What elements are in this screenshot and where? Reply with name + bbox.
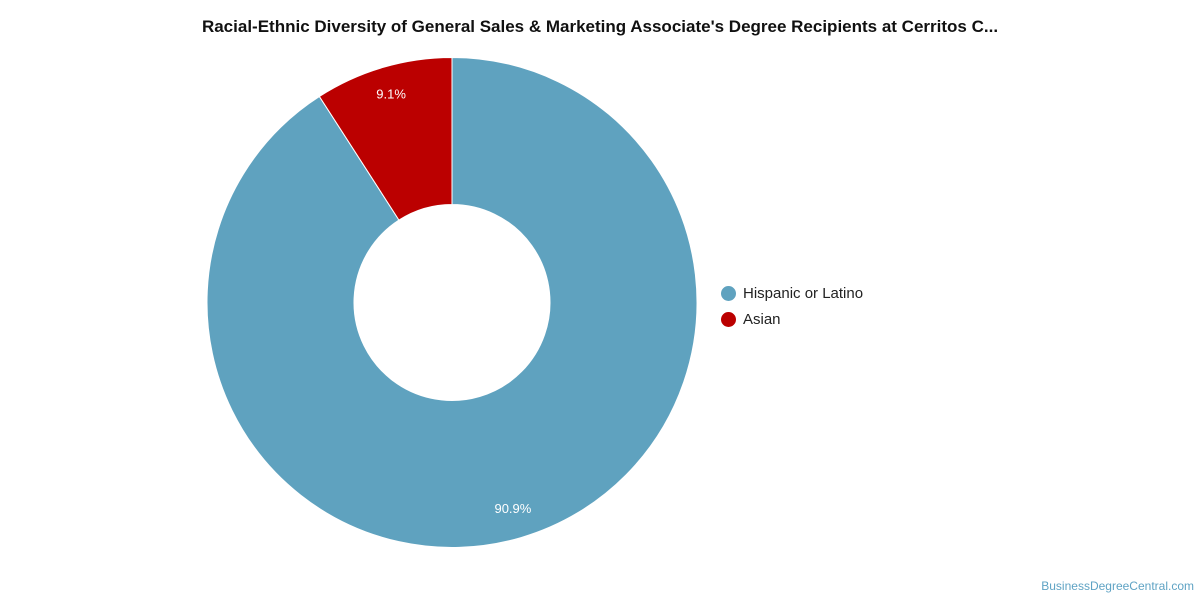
slice-labels: 90.9% 9.1%: [376, 87, 532, 516]
slice-label-hispanic-or-latino: 90.9%: [494, 501, 531, 516]
legend-item-asian[interactable]: Asian: [721, 306, 863, 332]
legend-swatch-hispanic-or-latino: [721, 285, 736, 301]
slice-asian[interactable]: [318, 56, 453, 221]
legend-label-asian: Asian: [743, 310, 781, 328]
donut-slices: [206, 56, 698, 548]
slice-label-asian: 9.1%: [376, 87, 406, 102]
slice-hispanic-or-latino[interactable]: [206, 56, 698, 548]
source-credit[interactable]: BusinessDegreeCentral.com: [1041, 579, 1194, 593]
chart-title: Racial-Ethnic Diversity of General Sales…: [201, 17, 999, 36]
legend-label-hispanic-or-latino: Hispanic or Latino: [743, 284, 864, 302]
legend-item-hispanic-or-latino[interactable]: Hispanic or Latino: [721, 280, 863, 306]
legend: Hispanic or Latino Asian: [721, 280, 863, 332]
legend-swatch-asian: [721, 311, 736, 327]
